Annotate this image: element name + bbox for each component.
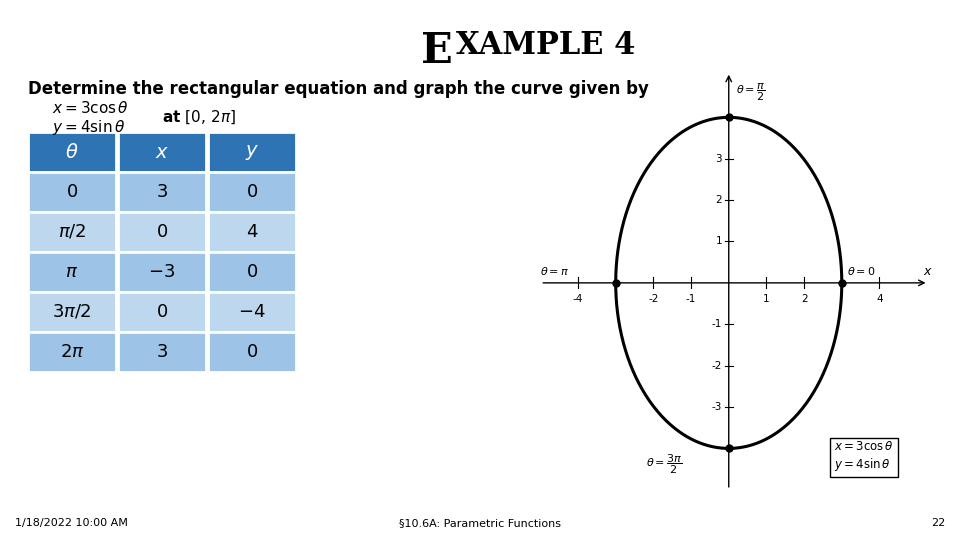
- Text: 4: 4: [876, 294, 883, 305]
- Text: $\pi$: $\pi$: [65, 263, 79, 281]
- Bar: [28, 292, 116, 332]
- Text: $\theta=\dfrac{3\pi}{2}$: $\theta=\dfrac{3\pi}{2}$: [646, 453, 683, 476]
- Bar: [208, 212, 296, 252]
- Bar: [208, 172, 296, 212]
- Text: -3: -3: [711, 402, 722, 412]
- Text: at $[0,\,2\pi]$: at $[0,\,2\pi]$: [162, 109, 236, 126]
- Text: $0$: $0$: [156, 223, 168, 241]
- Text: 1: 1: [763, 294, 770, 305]
- Bar: [118, 252, 206, 292]
- Text: $x=3\cos\theta$
$y=4\sin\theta$: $x=3\cos\theta$ $y=4\sin\theta$: [834, 440, 894, 472]
- Text: 1: 1: [715, 237, 722, 246]
- Bar: [28, 332, 116, 372]
- Text: $y$: $y$: [245, 143, 259, 161]
- Text: $-3$: $-3$: [149, 263, 176, 281]
- Text: $\theta=\pi$: $\theta=\pi$: [540, 265, 569, 276]
- Text: 2: 2: [715, 195, 722, 205]
- Text: $-4$: $-4$: [238, 303, 266, 321]
- Text: §10.6A: Parametric Functions: §10.6A: Parametric Functions: [399, 518, 561, 528]
- Text: $3$: $3$: [156, 343, 168, 361]
- Text: 3: 3: [715, 154, 722, 164]
- Text: $y=4\sin\theta$: $y=4\sin\theta$: [52, 118, 125, 137]
- Text: -2: -2: [711, 361, 722, 370]
- Bar: [118, 212, 206, 252]
- Text: -4: -4: [573, 294, 584, 305]
- Bar: [28, 172, 116, 212]
- Bar: [28, 212, 116, 252]
- Text: $3\pi/2$: $3\pi/2$: [52, 303, 92, 321]
- Bar: [208, 292, 296, 332]
- Text: $0$: $0$: [156, 303, 168, 321]
- Text: 22: 22: [931, 518, 945, 528]
- Bar: [118, 332, 206, 372]
- Text: $x$: $x$: [155, 143, 169, 161]
- Text: $\pi/2$: $\pi/2$: [58, 223, 86, 241]
- Bar: [28, 252, 116, 292]
- Bar: [208, 332, 296, 372]
- Bar: [28, 132, 116, 172]
- Text: $4$: $4$: [246, 223, 258, 241]
- Text: -1: -1: [685, 294, 696, 305]
- Text: $3$: $3$: [156, 183, 168, 201]
- Text: E: E: [421, 30, 453, 72]
- Text: XAMPLE 4: XAMPLE 4: [456, 30, 636, 61]
- Text: Determine the rectangular equation and graph the curve given by: Determine the rectangular equation and g…: [28, 80, 649, 98]
- Text: $2\pi$: $2\pi$: [60, 343, 84, 361]
- Bar: [208, 132, 296, 172]
- Text: $\theta=\dfrac{\pi}{2}$: $\theta=\dfrac{\pi}{2}$: [736, 82, 766, 103]
- Text: $x=3\cos\theta$: $x=3\cos\theta$: [52, 100, 129, 116]
- Text: $0$: $0$: [66, 183, 78, 201]
- Text: -1: -1: [711, 319, 722, 329]
- Bar: [118, 132, 206, 172]
- Bar: [118, 172, 206, 212]
- Text: $\theta$: $\theta$: [65, 143, 79, 161]
- Text: 1/18/2022 10:00 AM: 1/18/2022 10:00 AM: [15, 518, 128, 528]
- Bar: [208, 252, 296, 292]
- Text: $0$: $0$: [246, 263, 258, 281]
- Text: $0$: $0$: [246, 343, 258, 361]
- Text: $\theta=0$: $\theta=0$: [848, 265, 876, 276]
- Text: -2: -2: [648, 294, 659, 305]
- Bar: [118, 292, 206, 332]
- Text: $0$: $0$: [246, 183, 258, 201]
- Text: x: x: [923, 265, 930, 278]
- Text: 2: 2: [801, 294, 807, 305]
